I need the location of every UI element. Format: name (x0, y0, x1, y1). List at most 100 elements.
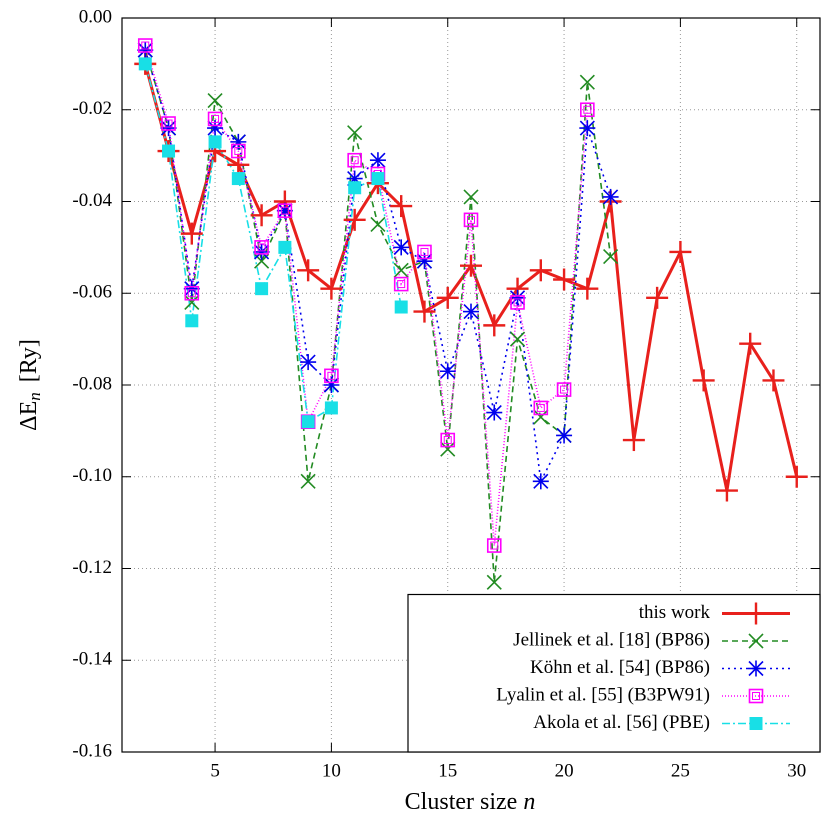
marker (440, 432, 456, 448)
marker (300, 354, 317, 371)
marker (439, 363, 456, 380)
series-line (144, 49, 612, 485)
marker-stroke (393, 262, 409, 278)
marker (785, 465, 808, 488)
marker (762, 369, 785, 392)
marker (324, 401, 338, 415)
y-tick-label: -0.02 (72, 98, 112, 119)
y-tick-label: -0.06 (72, 282, 112, 303)
x-tick-label: 5 (210, 760, 220, 781)
marker-stroke (184, 294, 200, 310)
marker (347, 125, 363, 141)
marker (669, 240, 692, 263)
y-label-sub: n (25, 392, 44, 401)
marker (393, 276, 409, 292)
marker-square (211, 114, 220, 123)
y-label-symbol: ΔE (16, 401, 42, 431)
marker (207, 111, 223, 127)
marker (255, 282, 269, 296)
marker-square (348, 181, 362, 195)
marker (576, 277, 599, 300)
marker-square (420, 247, 429, 256)
legend-label: Lyalin et al. [55] (B3PW91) (496, 684, 710, 705)
marker (748, 633, 764, 649)
marker-square (463, 212, 479, 228)
marker (231, 172, 245, 186)
marker (533, 400, 549, 416)
series-line (143, 63, 799, 491)
x-tick-label: 10 (322, 760, 341, 781)
marker (509, 331, 526, 347)
marker-square (350, 156, 359, 165)
marker (463, 303, 479, 320)
marker-square (277, 203, 293, 218)
marker-square (752, 692, 760, 700)
marker-stroke (440, 441, 456, 457)
marker-square (467, 215, 475, 224)
marker-stroke (533, 409, 549, 425)
marker (369, 152, 386, 169)
marker (343, 208, 366, 231)
marker-square (278, 240, 292, 254)
marker-square (443, 436, 452, 445)
marker (486, 574, 502, 590)
marker-square (749, 717, 763, 730)
marker (253, 243, 270, 260)
marker-square (556, 382, 572, 397)
marker (137, 42, 154, 59)
marker-square (185, 314, 199, 328)
marker-square (513, 298, 522, 307)
marker-square (208, 135, 222, 149)
marker-square (533, 400, 549, 416)
marker-square (486, 538, 502, 553)
marker (207, 93, 223, 109)
marker-stroke (300, 473, 316, 489)
marker-square (324, 401, 338, 415)
marker-square (490, 541, 499, 550)
marker (208, 135, 222, 149)
marker-square (255, 282, 269, 296)
marker (417, 244, 432, 260)
marker-square (280, 206, 289, 215)
marker-square (324, 368, 339, 384)
x-label-var: n (523, 789, 535, 815)
series-line (144, 63, 402, 424)
marker-square (510, 295, 525, 310)
marker-square (748, 688, 764, 704)
marker (533, 409, 549, 425)
marker (277, 203, 293, 218)
marker (553, 268, 576, 291)
marker (646, 286, 669, 309)
marker (748, 688, 764, 704)
marker (347, 152, 362, 168)
marker (510, 295, 525, 310)
marker (254, 240, 269, 255)
marker-stroke (748, 633, 764, 649)
marker-square (440, 432, 456, 448)
marker-square (583, 105, 592, 114)
marker (483, 314, 506, 337)
marker-stroke (463, 189, 479, 205)
marker (185, 314, 199, 328)
marker (486, 404, 503, 421)
marker (278, 240, 292, 254)
marker-stroke (603, 248, 619, 265)
y-axis-label: ΔEn [Ry] (16, 339, 44, 431)
marker (529, 259, 552, 282)
marker (137, 38, 153, 53)
marker-square (347, 152, 362, 168)
marker (509, 289, 526, 306)
marker-stroke (347, 125, 363, 141)
marker (393, 262, 409, 278)
x-axis-label: Cluster size n (405, 789, 536, 815)
marker-square (301, 415, 315, 429)
marker-square (580, 102, 595, 118)
marker-square (394, 300, 408, 314)
marker (602, 188, 619, 205)
marker-square (231, 172, 245, 186)
marker-square (560, 385, 569, 394)
y-tick-label: -0.10 (72, 465, 112, 486)
legend-label: Köhn et al. [54] (BP86) (530, 657, 710, 678)
marker (370, 216, 386, 233)
